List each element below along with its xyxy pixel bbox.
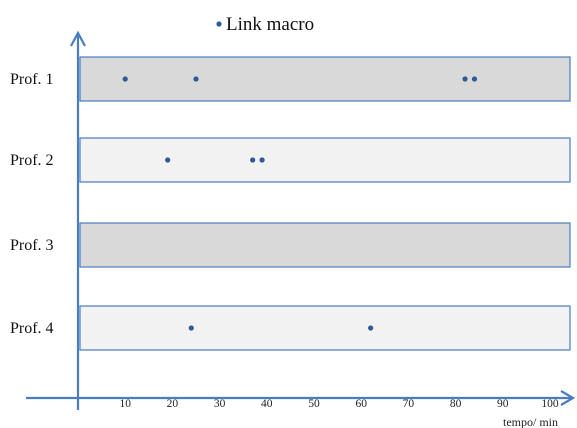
- row-band-prof-2: [79, 137, 571, 183]
- data-point-prof-1-1: [122, 76, 128, 82]
- data-point-prof-1-4: [471, 76, 478, 82]
- x-axis-arrow: [560, 390, 576, 406]
- x-tick-label-90: 90: [497, 398, 509, 410]
- data-points: [122, 76, 478, 331]
- x-tick-label-20: 20: [167, 398, 179, 410]
- y-axis-arrow: [70, 30, 86, 47]
- row-labels: Prof. 1 Prof. 2 Prof. 3 Prof. 4: [10, 71, 54, 337]
- x-tick-label-40: 40: [261, 398, 273, 410]
- data-point-prof-2-1: [165, 157, 171, 163]
- x-tick-labels: 10 20 30 40 50 60 70 80 90 100: [119, 398, 558, 410]
- row-label-prof-2: Prof. 2: [10, 152, 54, 169]
- x-tick-label-30: 30: [214, 398, 226, 410]
- data-point-prof-2-3: [259, 157, 265, 163]
- x-tick-label-50: 50: [308, 398, 320, 410]
- row-band-prof-4: [79, 305, 571, 351]
- row-band-prof-1: [79, 56, 571, 102]
- row-label-prof-1: Prof. 1: [10, 71, 54, 88]
- x-axis-title: tempo/ min: [503, 415, 558, 428]
- x-tick-label-60: 60: [355, 398, 367, 410]
- axes: [26, 30, 576, 410]
- legend: Link macro: [216, 14, 314, 35]
- data-point-prof-1-3: [462, 76, 468, 82]
- x-tick-label-10: 10: [119, 398, 131, 410]
- row-label-prof-3: Prof. 3: [10, 237, 54, 254]
- row-band-prof-3: [79, 222, 571, 268]
- legend-marker: [216, 21, 222, 27]
- x-tick-label-80: 80: [450, 398, 462, 410]
- data-point-prof-4-1: [188, 325, 194, 331]
- data-point-prof-2-2: [250, 157, 256, 163]
- data-point-prof-4-2: [368, 325, 374, 331]
- row-label-prof-4: Prof. 4: [10, 320, 54, 337]
- data-point-prof-1-2: [193, 76, 199, 82]
- x-tick-label-70: 70: [403, 398, 415, 410]
- row-bands: [79, 56, 571, 351]
- legend-label: Link macro: [226, 14, 314, 35]
- x-tick-label-100: 100: [541, 398, 559, 410]
